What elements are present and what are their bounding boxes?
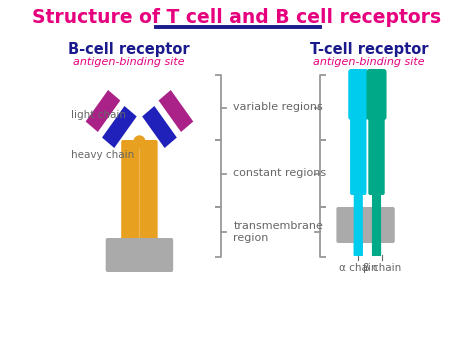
FancyBboxPatch shape: [366, 69, 386, 120]
FancyBboxPatch shape: [372, 189, 381, 256]
Text: T-cell receptor: T-cell receptor: [310, 42, 428, 57]
Text: transmembrane
region: transmembrane region: [233, 221, 323, 243]
FancyBboxPatch shape: [354, 189, 363, 256]
FancyBboxPatch shape: [106, 238, 173, 272]
Text: β chain: β chain: [363, 263, 401, 273]
FancyBboxPatch shape: [354, 206, 363, 256]
FancyBboxPatch shape: [372, 206, 381, 256]
FancyBboxPatch shape: [121, 140, 139, 249]
Text: antigen-binding site: antigen-binding site: [313, 57, 425, 67]
FancyBboxPatch shape: [337, 207, 395, 243]
Polygon shape: [159, 90, 193, 132]
FancyBboxPatch shape: [348, 69, 368, 120]
FancyBboxPatch shape: [368, 118, 385, 195]
Polygon shape: [102, 106, 137, 148]
Text: antigen-binding site: antigen-binding site: [73, 57, 184, 67]
Text: B-cell receptor: B-cell receptor: [68, 42, 189, 57]
Polygon shape: [142, 106, 177, 148]
Text: light chain: light chain: [71, 110, 126, 120]
Text: heavy chain: heavy chain: [71, 150, 134, 160]
Polygon shape: [86, 90, 120, 132]
FancyBboxPatch shape: [350, 118, 366, 195]
Text: Structure of T cell and B cell receptors: Structure of T cell and B cell receptors: [32, 8, 442, 27]
FancyBboxPatch shape: [139, 140, 158, 249]
Text: α chain: α chain: [339, 263, 377, 273]
Circle shape: [134, 136, 145, 148]
Text: constant regions: constant regions: [233, 169, 327, 179]
Text: variable regions: variable regions: [233, 103, 323, 113]
